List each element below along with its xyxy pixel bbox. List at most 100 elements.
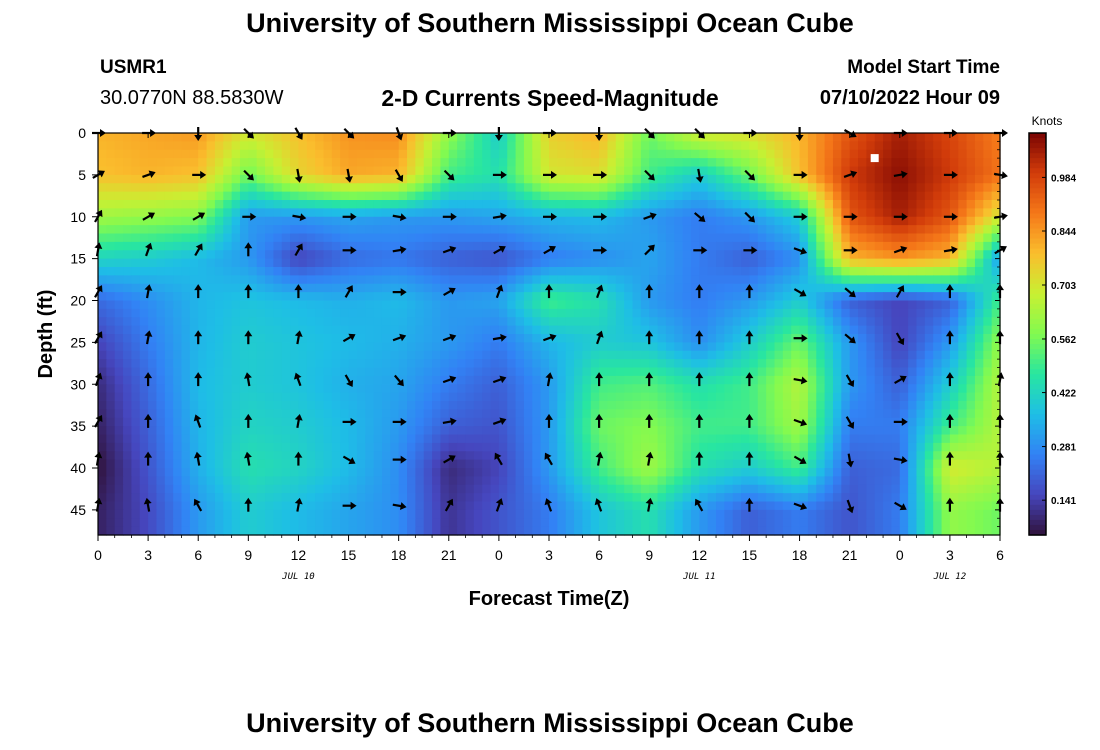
heatmap-cell — [331, 493, 341, 503]
heatmap-cell — [98, 141, 107, 151]
heatmap-cell — [457, 509, 467, 519]
heatmap-cell — [373, 308, 383, 318]
heatmap-cell — [331, 200, 341, 209]
heatmap-cell — [791, 208, 801, 218]
heatmap-cell — [582, 501, 592, 511]
heatmap-cell — [423, 250, 433, 260]
heatmap-cell — [582, 225, 592, 235]
heatmap-cell — [974, 493, 984, 503]
heatmap-cell — [148, 267, 158, 276]
heatmap-cell — [423, 292, 433, 302]
heatmap-cell — [590, 476, 600, 486]
heatmap-cell — [933, 501, 943, 511]
heatmap-cell — [707, 216, 717, 226]
heatmap-cell — [523, 359, 533, 369]
heatmap-cell — [615, 484, 625, 494]
heatmap-cell — [624, 350, 634, 360]
heatmap-cell — [924, 417, 934, 427]
heatmap-cell — [323, 509, 333, 519]
heatmap-cell — [883, 241, 893, 251]
heatmap-cell — [231, 518, 241, 528]
heatmap-cell — [123, 308, 133, 318]
heatmap-cell — [198, 267, 208, 276]
heatmap-cell — [799, 141, 809, 151]
heatmap-cell — [398, 459, 408, 469]
heatmap-cell — [874, 141, 884, 151]
heatmap-cell — [565, 384, 575, 394]
heatmap-cell — [774, 275, 784, 285]
heatmap-cell — [273, 451, 283, 461]
heatmap-cell — [649, 484, 659, 494]
heatmap-cell — [114, 451, 124, 461]
heatmap-cell — [916, 417, 926, 427]
heatmap-cell — [214, 375, 224, 385]
heatmap-cell — [189, 308, 199, 318]
heatmap-cell — [574, 325, 584, 335]
heatmap-cell — [732, 292, 742, 302]
heatmap-cell — [515, 174, 525, 184]
heatmap-cell — [348, 401, 358, 410]
heatmap-cell — [98, 434, 107, 444]
heatmap-cell — [114, 459, 124, 469]
heatmap-cell — [958, 233, 968, 243]
heatmap-cell — [457, 392, 467, 402]
heatmap-cell — [432, 275, 442, 285]
heatmap-cell — [624, 342, 634, 352]
heatmap-cell — [323, 367, 333, 377]
heatmap-cell — [415, 384, 425, 394]
heatmap-cell — [949, 375, 959, 385]
heatmap-cell — [532, 141, 542, 151]
heatmap-cell — [640, 501, 650, 511]
heatmap-cell — [699, 208, 709, 218]
heatmap-cell — [465, 308, 475, 318]
heatmap-cell — [407, 476, 416, 486]
heatmap-cell — [239, 283, 249, 293]
heatmap-cell — [690, 384, 700, 394]
heatmap-cell — [690, 367, 700, 377]
heatmap-cell — [732, 208, 742, 218]
heatmap-cell — [381, 426, 391, 436]
heatmap-cell — [858, 158, 867, 168]
heatmap-cell — [757, 325, 767, 335]
heatmap-cell — [298, 451, 308, 461]
heatmap-cell — [799, 484, 809, 494]
heatmap-cell — [557, 459, 567, 469]
heatmap-cell — [624, 300, 634, 310]
heatmap-cell — [724, 401, 734, 410]
heatmap-cell — [941, 149, 951, 159]
heatmap-cell — [248, 275, 258, 285]
heatmap-cell — [615, 384, 625, 394]
heatmap-cell — [766, 149, 776, 159]
heatmap-cell — [223, 493, 233, 503]
heatmap-cell — [757, 133, 767, 142]
heatmap-cell — [682, 166, 692, 176]
heatmap-cell — [540, 258, 550, 268]
heatmap-cell — [273, 216, 283, 226]
heatmap-cell — [156, 426, 166, 436]
heatmap-cell — [866, 258, 876, 268]
heatmap-cell — [189, 518, 199, 528]
heatmap-cell — [649, 250, 659, 260]
heatmap-cell — [791, 476, 801, 486]
heatmap-cell — [832, 476, 842, 486]
heatmap-cell — [557, 468, 567, 477]
heatmap-cell — [899, 200, 909, 209]
heatmap-cell — [498, 300, 508, 310]
heatmap-cell — [131, 216, 141, 226]
heatmap-cell — [290, 459, 300, 469]
heatmap-cell — [649, 233, 659, 243]
heatmap-cell — [123, 509, 133, 519]
heatmap-cell — [849, 434, 859, 444]
heatmap-cell — [415, 493, 425, 503]
heatmap-cell — [398, 149, 408, 159]
heatmap-cell — [615, 149, 625, 159]
heatmap-cell — [98, 200, 107, 209]
heatmap-cell — [390, 233, 400, 243]
heatmap-cell — [448, 292, 458, 302]
heatmap-cell — [690, 174, 700, 184]
heatmap-cell — [306, 183, 316, 193]
heatmap-cell — [340, 493, 350, 503]
heatmap-cell — [657, 509, 667, 519]
heatmap-cell — [757, 409, 767, 419]
heatmap-cell — [373, 250, 383, 260]
